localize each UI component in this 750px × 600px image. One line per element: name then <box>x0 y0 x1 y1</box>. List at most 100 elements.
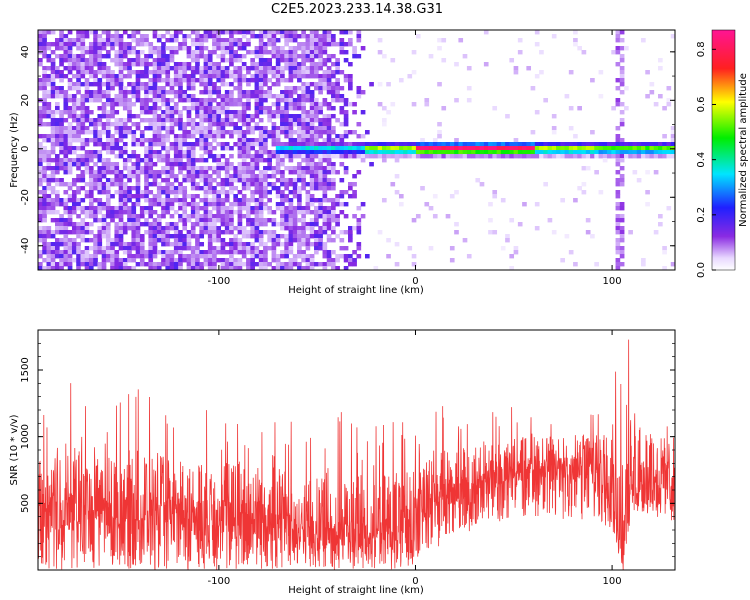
spectrogram-cell <box>254 234 260 239</box>
spectrogram-cell <box>63 126 69 131</box>
spectrogram-cell <box>38 86 43 91</box>
spectrogram-cell <box>241 34 247 39</box>
spectrogram-cell <box>407 150 413 155</box>
spectrogram-cell <box>590 234 595 239</box>
spectrogram-cell <box>88 194 94 199</box>
spectrogram-cell <box>84 50 90 55</box>
spectrogram-cell <box>343 254 349 259</box>
spectrogram-cell <box>377 150 383 155</box>
spectrogram-cell <box>59 130 64 135</box>
spectrogram-cell <box>63 210 69 215</box>
spectrogram-cell <box>254 126 260 131</box>
spectrogram-cell <box>148 106 154 111</box>
spectrogram-cell <box>105 134 111 139</box>
spectrogram-cell <box>224 114 230 119</box>
spectrogram-cell <box>628 142 633 147</box>
spectrogram-cell <box>122 126 128 131</box>
spectrogram-cell <box>38 162 43 167</box>
spectrogram-cell <box>46 230 52 235</box>
spectrogram-cell <box>288 258 294 263</box>
spectrogram-cell <box>199 34 205 39</box>
spectrogram-cell <box>110 258 115 263</box>
spectrogram-cell <box>93 90 98 95</box>
spectrogram-cell <box>619 218 625 223</box>
spectrogram-cell <box>505 238 510 243</box>
spectrogram-cell <box>127 106 132 111</box>
spectrogram-cell <box>190 258 196 263</box>
spectrogram-cell <box>483 154 489 159</box>
spectrogram-cell <box>271 66 277 71</box>
spectrogram-cell <box>80 30 86 35</box>
spectrogram-cell <box>118 186 124 191</box>
spectrogram-cell <box>360 134 366 139</box>
spectrogram-cell <box>50 146 56 151</box>
spectrogram-cell <box>110 218 115 223</box>
spectrogram-cell <box>207 262 213 267</box>
spectrogram-cell <box>309 242 315 247</box>
spectrogram-cell <box>632 154 638 159</box>
spectrogram-cell <box>390 58 396 63</box>
spectrogram-cell <box>122 198 128 203</box>
spectrogram-cell <box>50 186 56 191</box>
spectrogram-cell <box>284 98 289 103</box>
spectrogram-cell <box>71 66 77 71</box>
spectrogram-cell <box>118 150 124 155</box>
spectrogram-cell <box>105 182 111 187</box>
spectrogram-cell <box>135 234 141 239</box>
spectrogram-cell <box>309 254 315 259</box>
spectrogram-cell <box>360 146 366 151</box>
spectrogram-cell <box>42 198 47 203</box>
spectrogram-cell <box>195 258 200 263</box>
spectrogram-cell <box>80 206 86 211</box>
spectrogram-cell <box>233 78 238 83</box>
spectrogram-cell <box>101 158 107 163</box>
spectrogram-cell <box>42 94 47 99</box>
spectrogram-cell <box>343 102 349 107</box>
spectrogram-cell <box>76 98 81 103</box>
spectrogram-cell <box>348 262 353 267</box>
spectrogram-cell <box>297 130 302 135</box>
spectrogram-cell <box>220 70 226 75</box>
spectrogram-cell <box>101 54 107 59</box>
spectrogram-cell <box>314 198 319 203</box>
spectrogram-cell <box>441 154 447 159</box>
spectrogram-cell <box>93 186 98 191</box>
spectrogram-cell <box>237 262 243 267</box>
spectrogram-cell <box>182 226 188 231</box>
spectrogram-cell <box>195 254 200 259</box>
spectrogram-cell <box>50 66 56 71</box>
spectrogram-cell <box>288 30 294 35</box>
spectrogram-cell <box>280 190 285 195</box>
spectrogram-cell <box>152 46 158 51</box>
spectrogram-cell <box>59 62 64 67</box>
spectrogram-cell <box>326 30 332 35</box>
spectrogram-cell <box>335 78 340 83</box>
spectrogram-cell <box>148 222 154 227</box>
spectrogram-cell <box>526 154 532 159</box>
spectrogram-cell <box>88 46 94 51</box>
spectrogram-cell <box>156 90 162 95</box>
spectrogram-cell <box>161 242 166 247</box>
spectrogram-cell <box>284 94 289 99</box>
spectrogram-cell <box>105 186 111 191</box>
spectrogram-cell <box>50 122 56 127</box>
spectrogram-cell <box>309 42 315 47</box>
spectrogram-cell <box>190 234 196 239</box>
spectrogram-cell <box>178 134 183 139</box>
spectrogram-cell <box>135 186 141 191</box>
spectrogram-cell <box>182 126 188 131</box>
spectrogram-cell <box>284 198 289 203</box>
spectrogram-cell <box>229 58 234 63</box>
spectrogram-cell <box>131 218 137 223</box>
spectrogram-cell <box>611 154 616 159</box>
spectrogram-cell <box>322 250 328 255</box>
spectrogram-cell <box>275 266 281 270</box>
spectrogram-cell <box>339 254 345 259</box>
spectrogram-cell <box>258 242 264 247</box>
spectrogram-cell <box>322 174 328 179</box>
spectrogram-cell <box>110 42 115 47</box>
spectrogram-cell <box>54 162 60 167</box>
spectrogram-cell <box>305 222 311 227</box>
spectrogram-cell <box>76 202 81 207</box>
spectrogram-cell <box>560 150 565 155</box>
